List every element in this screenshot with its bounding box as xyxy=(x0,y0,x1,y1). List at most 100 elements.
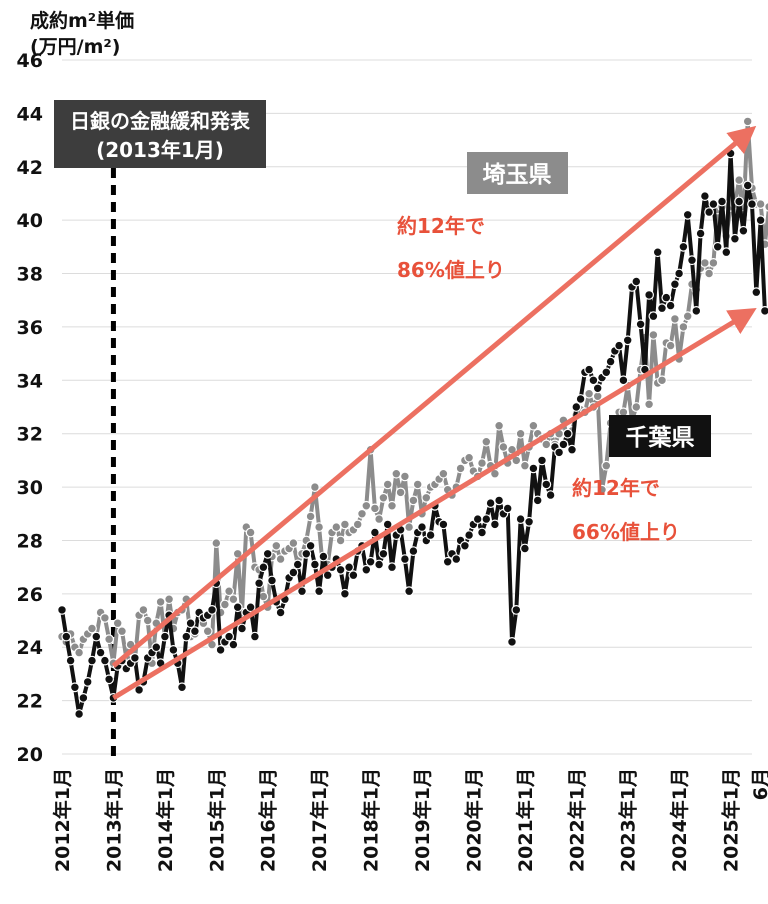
data-point xyxy=(648,330,659,340)
x-tick-label: 2022年1月 xyxy=(565,768,588,872)
data-point xyxy=(228,594,239,605)
data-point xyxy=(597,484,607,495)
x-tick-label: 6月 xyxy=(750,768,768,800)
data-point xyxy=(592,391,603,402)
data-point xyxy=(267,575,277,586)
data-point xyxy=(254,578,265,589)
data-point xyxy=(305,511,316,522)
data-point xyxy=(631,402,642,412)
data-point xyxy=(168,645,179,655)
data-point xyxy=(65,655,76,666)
data-point xyxy=(712,241,723,252)
data-point xyxy=(682,209,693,220)
trend-arrows xyxy=(111,125,757,701)
data-point xyxy=(404,586,415,597)
y-axis-title: 成約m²単価 (万円/m²) xyxy=(30,9,134,58)
data-point xyxy=(305,540,316,551)
data-point xyxy=(245,602,256,613)
data-point xyxy=(82,677,93,687)
data-point xyxy=(370,503,380,514)
data-point xyxy=(511,605,522,615)
y-tick-label: 20 xyxy=(17,744,43,766)
data-point xyxy=(464,452,475,463)
data-point xyxy=(678,322,689,332)
data-point xyxy=(721,247,732,258)
data-point xyxy=(185,618,196,629)
data-point xyxy=(760,306,768,316)
event-marker-line1: 日銀の金融緩和発表 xyxy=(70,109,251,133)
data-point xyxy=(95,647,106,658)
data-point xyxy=(695,228,706,239)
chiba-note-line2: 66%値上り xyxy=(572,520,680,544)
data-point xyxy=(738,225,749,236)
y-tick-label: 30 xyxy=(17,477,43,499)
data-point xyxy=(391,468,402,479)
x-tick-label: 2012年1月 xyxy=(51,768,74,872)
y-tick-labels: 20 22 24 26 28 30 32 34 36 38 40 42 44 46 xyxy=(17,50,43,766)
data-point xyxy=(730,233,740,244)
data-point xyxy=(584,388,594,399)
data-point xyxy=(708,258,719,268)
x-tick-label: 2020年1月 xyxy=(462,768,485,872)
data-point xyxy=(545,490,556,501)
data-point xyxy=(477,458,487,469)
y-axis-title-line1: 成約m²単価 xyxy=(30,9,134,32)
trend-arrow xyxy=(112,308,757,701)
data-point xyxy=(554,447,564,458)
data-point xyxy=(494,495,505,506)
x-tick-label: 2016年1月 xyxy=(257,768,280,872)
data-point xyxy=(588,375,599,386)
saitama-note-line2: 86%値上り xyxy=(397,258,505,282)
data-point xyxy=(515,514,526,524)
data-point xyxy=(717,196,727,207)
data-point xyxy=(524,516,534,527)
data-point xyxy=(635,319,646,330)
y-tick-label: 36 xyxy=(17,317,43,339)
data-point xyxy=(331,522,342,532)
data-point xyxy=(232,548,243,559)
data-point xyxy=(348,570,359,581)
data-point xyxy=(601,367,612,378)
x-tick-label: 2025年1月 xyxy=(720,768,743,872)
y-tick-label: 24 xyxy=(17,637,43,659)
data-point xyxy=(665,300,676,311)
data-point xyxy=(87,655,97,666)
data-point xyxy=(297,586,307,597)
saitama-label-box: 埼玉県 xyxy=(467,152,568,194)
data-point xyxy=(374,514,385,524)
data-point xyxy=(472,514,483,524)
data-point xyxy=(387,562,397,573)
data-point xyxy=(644,399,654,410)
data-point xyxy=(408,495,419,506)
x-tick-label: 2019年1月 xyxy=(411,768,434,872)
data-point xyxy=(764,202,768,212)
data-point xyxy=(314,522,325,532)
data-point xyxy=(520,460,530,471)
data-point xyxy=(464,530,475,540)
data-point xyxy=(374,559,385,570)
data-point xyxy=(421,492,432,503)
x-tick-label: 2023年1月 xyxy=(617,768,640,872)
data-point xyxy=(528,463,539,474)
data-point xyxy=(224,631,235,642)
saitama-note-line1: 約12年で xyxy=(397,214,485,238)
data-point xyxy=(734,196,744,207)
data-point xyxy=(181,631,192,642)
data-point xyxy=(69,682,80,693)
y-tick-label: 32 xyxy=(17,424,43,446)
x-tick-labels: 2012年1月 2013年1月 2014年1月 2015年1月 2016年1月 2017年… xyxy=(51,768,768,872)
data-point xyxy=(292,559,303,570)
data-point xyxy=(742,116,753,127)
event-marker-box: 日銀の金融緩和発表 (2013年1月) xyxy=(54,100,266,168)
data-point xyxy=(378,492,389,503)
x-tick-label: 2017年1月 xyxy=(308,768,331,872)
data-point xyxy=(258,562,269,573)
data-point xyxy=(249,631,260,642)
data-point xyxy=(622,335,633,346)
data-point xyxy=(541,439,552,450)
data-point xyxy=(275,554,286,564)
data-point xyxy=(395,487,406,498)
data-point xyxy=(138,605,149,615)
data-point xyxy=(734,175,744,186)
data-point xyxy=(400,471,410,482)
